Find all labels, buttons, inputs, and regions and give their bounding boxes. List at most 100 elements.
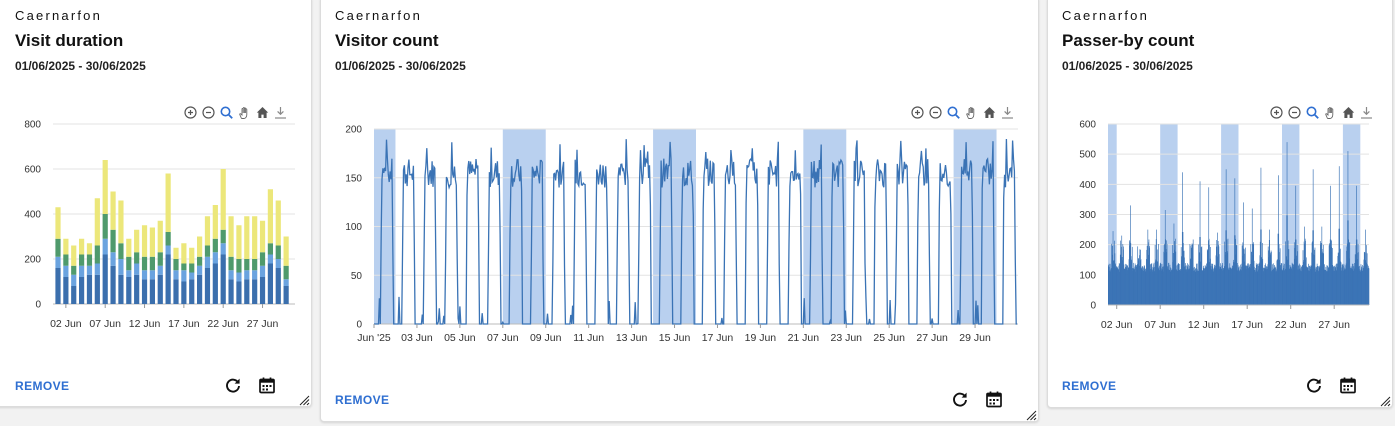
passerby-bar (1204, 268, 1206, 305)
passerby-bar (1271, 271, 1273, 305)
passerby-bar (1176, 270, 1178, 305)
passerby-bar (1109, 267, 1110, 305)
refresh-button[interactable] (224, 376, 242, 394)
passerby-bar (1121, 235, 1123, 305)
refresh-button[interactable] (1305, 376, 1323, 394)
passerby-bar (1285, 241, 1286, 305)
zoom-in-icon[interactable] (1270, 106, 1283, 119)
passerby-bar (1146, 259, 1147, 305)
passerby-bar (1113, 260, 1114, 305)
passerby-bar (1146, 249, 1148, 305)
passerby-bar (1213, 271, 1215, 305)
passerby-bar (1245, 265, 1247, 305)
passerby-bar (1129, 241, 1131, 305)
passerby-bar (1247, 267, 1249, 305)
passerby-bar (1133, 262, 1135, 305)
passerby-bar (1151, 268, 1152, 305)
passerby-bar (1114, 264, 1116, 305)
resize-handle[interactable] (298, 393, 310, 406)
passerby-bar (1283, 265, 1284, 305)
remove-button[interactable]: REMOVE (1062, 379, 1117, 393)
home-icon[interactable] (1342, 106, 1355, 119)
passerby-bar (1247, 263, 1248, 305)
passerby-bar (1264, 268, 1265, 305)
passerby-bar (1246, 266, 1248, 305)
passerby-bar (1261, 257, 1262, 305)
bar-segment (94, 245, 100, 264)
passerby-bar (1246, 266, 1248, 305)
calendar-button[interactable] (1339, 376, 1357, 394)
zoom-out-icon[interactable] (202, 106, 215, 119)
home-icon[interactable] (256, 106, 269, 119)
zoom-select-icon[interactable] (220, 106, 233, 119)
download-icon[interactable] (1001, 106, 1014, 119)
zoom-out-icon[interactable] (1288, 106, 1301, 119)
zoom-in-icon[interactable] (911, 106, 924, 119)
zoom-out-icon[interactable] (929, 106, 942, 119)
remove-button[interactable]: REMOVE (15, 379, 70, 393)
passerby-bar (1108, 265, 1109, 305)
passerby-bar (1293, 267, 1294, 305)
passerby-bar (1260, 229, 1262, 305)
passerby-bar (1351, 266, 1353, 305)
bar-segment (102, 238, 108, 255)
passerby-bar (1216, 240, 1218, 305)
bar-segment (220, 229, 226, 244)
pan-hand-icon[interactable] (965, 106, 978, 119)
passerby-bar (1244, 253, 1246, 305)
zoom-select-icon[interactable] (1306, 106, 1319, 119)
x-tick-label: 23 Jun (831, 332, 863, 344)
passerby-bar (1137, 260, 1139, 305)
bar-segment (55, 238, 61, 257)
passerby-bar (1361, 268, 1362, 305)
bar-segment (173, 247, 179, 259)
home-icon[interactable] (983, 106, 996, 119)
y-tick-label: 600 (24, 165, 41, 176)
y-tick-label: 400 (1079, 180, 1096, 191)
chart-toolbar (911, 106, 1014, 119)
x-tick-label: 07 Jun (487, 332, 519, 344)
calendar-button[interactable] (258, 376, 276, 394)
passerby-bar (1248, 263, 1249, 305)
passerby-bar (1271, 269, 1273, 305)
calendar-button[interactable] (985, 390, 1003, 408)
refresh-button[interactable] (951, 390, 969, 408)
passerby-bar (1285, 256, 1287, 305)
passerby-bar (1328, 266, 1330, 305)
passerby-bar (1131, 259, 1133, 305)
download-icon[interactable] (1360, 106, 1373, 119)
pan-hand-icon[interactable] (238, 106, 251, 119)
passerby-bar (1288, 264, 1290, 305)
passerby-bar (1196, 267, 1198, 305)
passerby-bar (1218, 244, 1219, 305)
resize-handle[interactable] (1025, 408, 1037, 421)
passerby-bar (1111, 245, 1113, 305)
passerby-bar (1123, 268, 1125, 305)
pan-hand-icon[interactable] (1324, 106, 1337, 119)
passerby-bar (1179, 269, 1180, 305)
passerby-bar (1166, 240, 1168, 305)
passerby-bar (1329, 244, 1331, 305)
passerby-bar (1233, 259, 1234, 305)
passerby-bar (1340, 248, 1341, 305)
passerby-bar (1163, 271, 1164, 305)
passerby-bar (1138, 258, 1140, 305)
bar-segment (149, 256, 155, 271)
passerby-bar (1297, 265, 1299, 305)
passerby-bar (1297, 251, 1298, 305)
passerby-bar (1311, 242, 1313, 305)
passerby-bar (1166, 252, 1167, 305)
passerby-bar (1183, 243, 1184, 305)
zoom-in-icon[interactable] (184, 106, 197, 119)
bar-segment (212, 238, 218, 253)
x-tick-label: 22 Jun (207, 318, 239, 330)
passerby-bar (1124, 269, 1126, 305)
resize-handle[interactable] (1379, 394, 1391, 407)
zoom-select-icon[interactable] (947, 106, 960, 119)
passerby-bar (1108, 266, 1110, 305)
remove-button[interactable]: REMOVE (335, 393, 390, 407)
passerby-bar (1126, 265, 1128, 305)
passerby-bar (1200, 237, 1201, 305)
download-icon[interactable] (274, 106, 287, 119)
passerby-bar (1333, 266, 1335, 305)
